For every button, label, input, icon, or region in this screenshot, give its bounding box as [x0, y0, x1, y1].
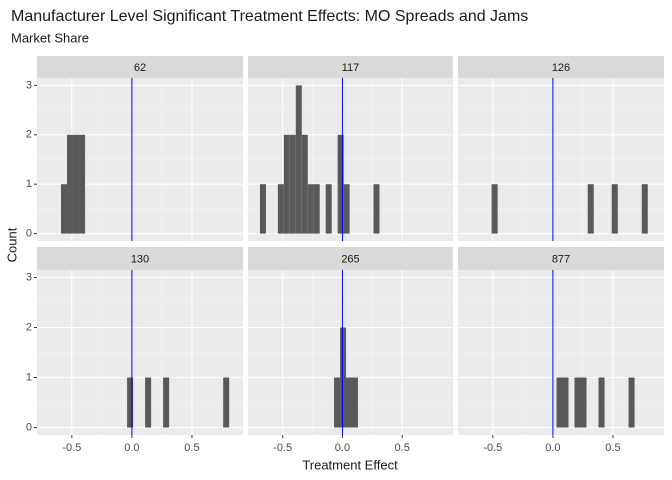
y-tick-label: 1 [26, 178, 32, 190]
y-tick-label: 0 [26, 227, 32, 239]
strip-label: 265 [341, 253, 359, 265]
histogram-bar [295, 85, 302, 234]
histogram-bar [67, 134, 74, 234]
histogram-bar [337, 134, 344, 234]
histogram-bar [223, 377, 230, 428]
histogram-bar [641, 184, 648, 234]
histogram-bar [343, 184, 350, 234]
strip-label: 126 [552, 62, 570, 74]
histogram-bar [61, 184, 68, 234]
histogram-bar [325, 184, 332, 234]
chart-subtitle: Market Share [11, 30, 89, 45]
histogram-bar [574, 377, 581, 428]
histogram-bar [556, 377, 563, 428]
histogram-bar [277, 184, 284, 234]
x-tick-label: 0.5 [184, 442, 199, 454]
histogram-bar [562, 377, 569, 428]
histogram-bar [145, 377, 152, 428]
histogram-bar [127, 377, 134, 428]
x-tick-label: 0.5 [605, 442, 620, 454]
x-tick-label: 0.0 [545, 442, 560, 454]
y-tick-label: 0 [26, 421, 32, 433]
strip [37, 56, 243, 78]
x-tick-label: -0.5 [62, 442, 81, 454]
chart-title: Manufacturer Level Significant Treatment… [11, 8, 528, 25]
y-tick-label: 2 [26, 129, 32, 141]
histogram-bar [79, 134, 86, 234]
x-axis-label: Treatment Effect [302, 457, 398, 472]
strip [248, 247, 453, 270]
strip [458, 56, 664, 78]
x-tick-label: 0.5 [395, 442, 410, 454]
histogram-bar [611, 184, 618, 234]
strip [37, 247, 243, 270]
x-tick-label: -0.5 [483, 442, 502, 454]
histogram-bar [307, 184, 314, 234]
histogram-bar [340, 327, 347, 428]
y-tick-label: 3 [26, 271, 32, 283]
histogram-bar [289, 134, 296, 234]
y-tick-label: 3 [26, 79, 32, 91]
strip-label: 130 [131, 253, 149, 265]
strip [248, 56, 453, 78]
histogram-bar [313, 184, 320, 234]
histogram-bar [351, 377, 358, 428]
histogram-bar [259, 184, 266, 234]
histogram-bar [334, 377, 341, 428]
histogram-bar [598, 377, 605, 428]
x-tick-label: 0.0 [335, 442, 350, 454]
histogram-bar [373, 184, 380, 234]
y-tick-label: 1 [26, 371, 32, 383]
x-tick-label: -0.5 [273, 442, 292, 454]
strip-label: 62 [134, 62, 146, 74]
strip-label: 117 [342, 62, 360, 74]
strip-label: 877 [552, 253, 570, 265]
histogram-bar [628, 377, 635, 428]
histogram-bar [163, 377, 170, 428]
y-axis-label: Count [4, 227, 19, 262]
histogram-bar [301, 134, 308, 234]
histogram-bar [346, 377, 352, 428]
y-tick-label: 2 [26, 321, 32, 333]
histogram-bar [491, 184, 498, 234]
histogram-bar [587, 184, 594, 234]
strip [458, 247, 664, 270]
histogram-bar [580, 377, 587, 428]
x-tick-label: 0.0 [124, 442, 139, 454]
histogram-bar [73, 134, 80, 234]
histogram-bar [283, 134, 290, 234]
